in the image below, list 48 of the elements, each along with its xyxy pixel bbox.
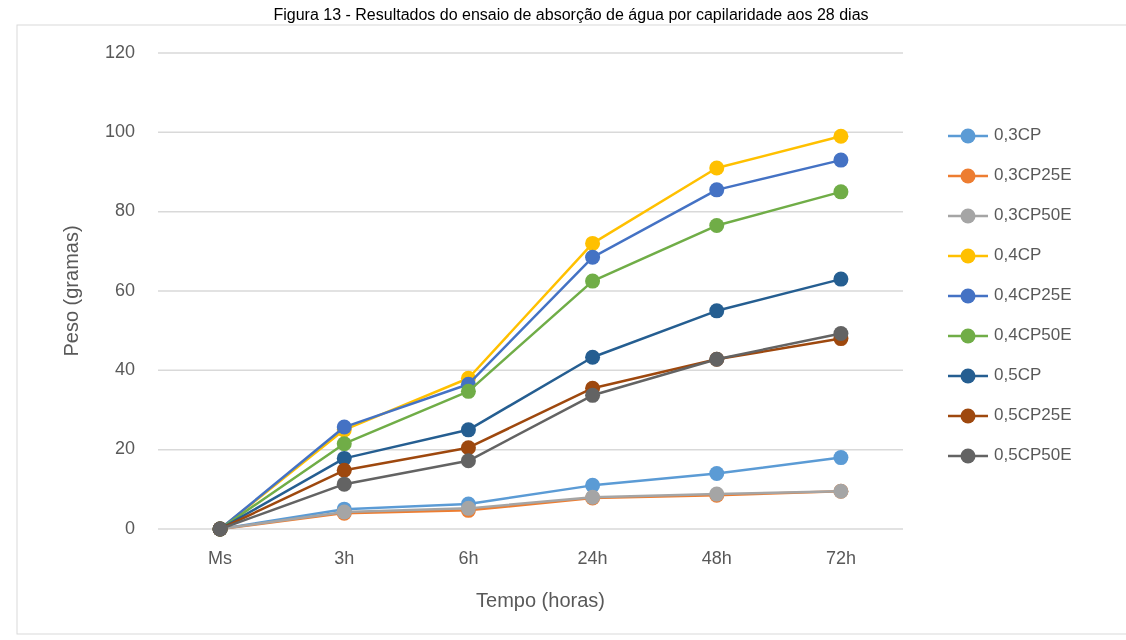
point (460, 453, 476, 469)
x-tick-label: 48h (701, 548, 732, 568)
point (585, 273, 601, 289)
x-tick-label: Ms (208, 548, 233, 568)
y-tick-label: 60 (114, 279, 135, 300)
legend-label: 0,3CP25E (994, 165, 1072, 185)
x-tick-label: 6h (458, 548, 479, 568)
legend-label: 0,4CP (994, 245, 1042, 265)
x-tick-label: 24h (577, 548, 608, 568)
point (709, 218, 725, 234)
point (336, 436, 352, 452)
point (709, 303, 725, 319)
legend-label: 0,3CP (994, 125, 1042, 145)
point (833, 184, 849, 200)
point (460, 440, 476, 456)
y-tick-label: 100 (104, 121, 135, 142)
point (460, 383, 476, 399)
legend-label: 0,5CP25E (994, 405, 1072, 425)
point (336, 476, 352, 492)
y-tick-label: 0 (124, 517, 135, 538)
point (585, 249, 601, 265)
y-tick-label: 80 (114, 200, 135, 221)
point (460, 422, 476, 438)
point (833, 325, 849, 341)
point (709, 182, 725, 198)
legend-label: 0,5CP50E (994, 445, 1072, 465)
point (833, 152, 849, 168)
legend-label: 0,3CP50E (994, 205, 1072, 225)
x-tick-label: 3h (334, 548, 355, 568)
point (833, 128, 849, 144)
legend-label: 0,4CP25E (994, 285, 1072, 305)
y-tick-label: 40 (114, 359, 135, 380)
legend-label: 0,4CP50E (994, 325, 1072, 345)
point (585, 235, 601, 251)
point (585, 349, 601, 365)
x-tick-label: 72h (825, 548, 856, 568)
point (336, 462, 352, 478)
legend-label: 0,5CP (994, 365, 1042, 385)
y-axis-title: Peso (gramas) (60, 225, 82, 357)
x-axis-title: Tempo (horas) (476, 589, 605, 611)
point (833, 271, 849, 287)
point (709, 465, 725, 481)
point (833, 450, 849, 466)
point (585, 387, 601, 403)
chart-title: Figura 13 - Resultados do ensaio de absorção de água por capilaridade aos 28 dias (273, 6, 869, 24)
point (709, 160, 725, 176)
y-tick-label: 120 (104, 41, 135, 62)
y-tick-label: 20 (114, 438, 135, 459)
